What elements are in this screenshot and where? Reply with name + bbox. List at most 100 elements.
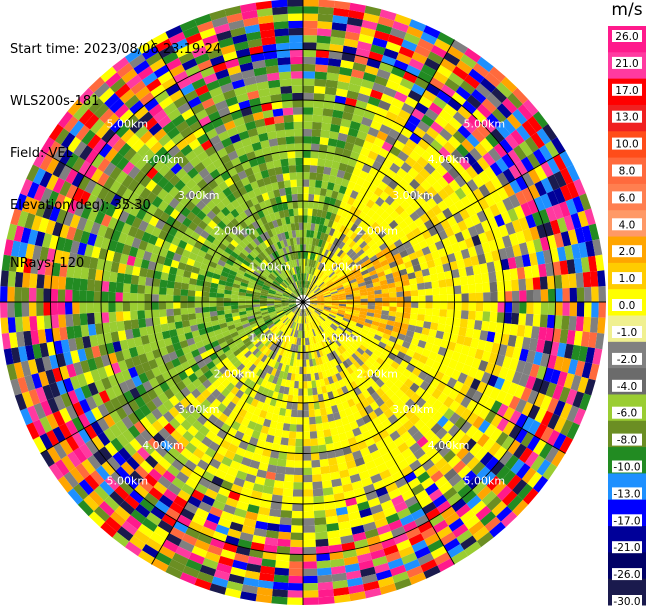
- range-gate: [538, 263, 547, 278]
- range-gate: [332, 255, 340, 263]
- range-gate: [502, 235, 513, 248]
- range-gate: [429, 513, 445, 527]
- ray: [304, 5, 382, 295]
- range-gate: [312, 107, 324, 116]
- range-gate: [539, 276, 548, 290]
- range-gate: [460, 535, 477, 551]
- range-gate: [431, 250, 441, 260]
- range-gate: [519, 302, 527, 314]
- range-gate: [388, 260, 398, 269]
- range-gate: [338, 295, 346, 299]
- range-gate: [311, 467, 322, 475]
- range-gate: [396, 84, 412, 97]
- range-gate: [398, 220, 409, 230]
- range-gate: [357, 262, 366, 270]
- range-gate: [550, 369, 561, 385]
- range-gate: [394, 379, 404, 389]
- range-gate: [504, 302, 513, 313]
- range-gate: [471, 161, 484, 175]
- range-gate: [346, 90, 359, 100]
- range-gate: [382, 117, 395, 129]
- range-gate: [369, 230, 379, 240]
- range-gate: [324, 258, 331, 266]
- range-gate: [493, 260, 503, 272]
- range-gate: [369, 89, 384, 100]
- range-gate: [409, 382, 420, 393]
- range-gate: [371, 338, 381, 346]
- range-gate: [326, 317, 334, 324]
- range-gate: [325, 79, 338, 89]
- range-gate: [303, 280, 306, 288]
- range-gate: [552, 154, 567, 171]
- range-gate: [428, 266, 438, 275]
- range-gate: [417, 314, 425, 322]
- range-gate: [313, 277, 319, 284]
- range-gate: [475, 505, 492, 521]
- range-gate: [327, 219, 334, 228]
- range-gate: [394, 115, 408, 128]
- range-gate: [352, 144, 363, 154]
- range-gate: [442, 103, 458, 117]
- range-gate: [303, 201, 309, 209]
- range-gate: [303, 568, 318, 577]
- range-gate: [395, 258, 404, 266]
- range-gate: [347, 335, 356, 343]
- range-gate: [373, 137, 385, 148]
- ray: [310, 303, 603, 365]
- range-gate: [447, 253, 457, 263]
- range-gate: [440, 84, 456, 98]
- range-gate: [350, 223, 359, 232]
- range-gate: [312, 488, 324, 497]
- range-gate: [502, 168, 516, 183]
- range-gate: [435, 164, 448, 177]
- range-gate: [452, 380, 464, 393]
- range-gate: [458, 157, 472, 171]
- range-gate: [486, 113, 502, 129]
- range-gate: [389, 403, 400, 415]
- range-gate: [298, 381, 303, 389]
- range-gate: [329, 289, 338, 294]
- range-gate: [444, 512, 460, 526]
- range-gate: [401, 317, 410, 325]
- range-gate: [425, 357, 435, 368]
- range-gate: [579, 193, 592, 211]
- range-gate: [532, 377, 544, 393]
- range-gate: [322, 290, 330, 295]
- ray: [307, 76, 518, 297]
- range-gate: [325, 211, 332, 220]
- range-gate: [413, 465, 426, 478]
- range-gate: [324, 196, 331, 205]
- range-gate: [306, 222, 312, 231]
- range-gate: [444, 324, 453, 334]
- range-gate: [481, 320, 490, 332]
- range-gate: [339, 274, 347, 281]
- range-gate: [415, 386, 426, 398]
- range-gate: [327, 282, 335, 288]
- range-gate: [459, 208, 471, 221]
- range-gate: [478, 419, 491, 434]
- range-gate: [371, 258, 381, 266]
- range-gate: [101, 302, 109, 313]
- range-gate: [305, 251, 309, 259]
- range-gate: [303, 395, 309, 403]
- range-gate: [393, 453, 406, 465]
- range-gate: [375, 302, 383, 307]
- range-gate: [573, 408, 586, 426]
- range-gate: [367, 356, 376, 365]
- range-gate: [338, 297, 347, 301]
- range-gate: [532, 148, 547, 165]
- range-gate: [297, 402, 303, 411]
- range-gate: [345, 294, 354, 298]
- range-gate: [317, 21, 333, 30]
- range-gate: [277, 57, 291, 66]
- range-gate: [298, 374, 303, 382]
- range-gate: [410, 200, 421, 212]
- range-gate: [521, 467, 537, 484]
- range-gate: [398, 109, 412, 121]
- range-gate: [296, 424, 303, 432]
- range-gate: [282, 172, 291, 181]
- range-gate: [345, 358, 353, 367]
- range-gate: [557, 246, 567, 262]
- ray: [307, 307, 506, 538]
- range-gate: [505, 246, 515, 259]
